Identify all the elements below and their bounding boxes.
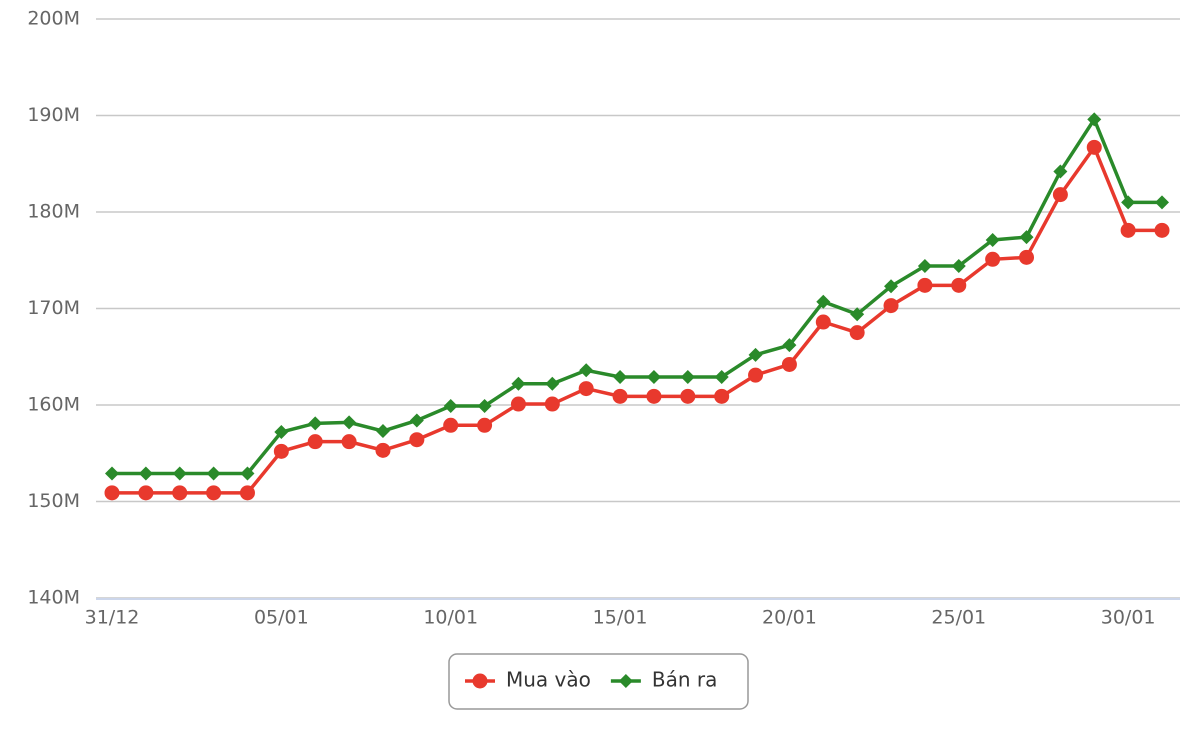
x-tick-label: 25/01 xyxy=(931,607,986,629)
point xyxy=(544,396,560,412)
point xyxy=(510,396,526,412)
point xyxy=(815,314,831,330)
point xyxy=(375,424,390,439)
point xyxy=(443,417,459,433)
point xyxy=(477,417,493,433)
point xyxy=(105,466,119,481)
point xyxy=(477,398,492,413)
point xyxy=(1053,164,1068,179)
point xyxy=(985,251,1001,267)
point xyxy=(849,325,865,341)
point xyxy=(375,442,391,458)
point xyxy=(172,466,187,481)
point xyxy=(545,376,560,391)
legend-label: Bán ra xyxy=(652,668,718,692)
x-tick-label: 20/01 xyxy=(762,607,817,629)
point xyxy=(714,370,729,385)
x-tick-label: 30/01 xyxy=(1101,607,1156,629)
point xyxy=(883,298,899,314)
point xyxy=(578,381,594,397)
series-line xyxy=(112,115,1162,476)
point xyxy=(748,347,763,362)
point xyxy=(917,259,932,274)
point xyxy=(579,363,594,378)
point xyxy=(409,432,425,448)
point xyxy=(612,388,628,404)
point xyxy=(782,338,797,353)
point xyxy=(646,370,661,385)
y-tick-label: 140M xyxy=(27,587,80,609)
point xyxy=(308,416,323,431)
point xyxy=(680,370,695,385)
x-tick-label: 15/01 xyxy=(593,607,648,629)
point xyxy=(341,434,357,450)
point xyxy=(748,367,764,383)
x-tick-label: 05/01 xyxy=(254,607,309,629)
x-tick-label: 31/12 xyxy=(85,607,140,629)
point xyxy=(342,415,357,430)
legend-box xyxy=(448,653,749,710)
point xyxy=(206,466,221,481)
y-tick-label: 150M xyxy=(27,490,80,512)
point xyxy=(985,232,1000,247)
point xyxy=(1155,195,1169,210)
y-tick-label: 170M xyxy=(27,297,80,319)
point xyxy=(884,279,899,294)
point xyxy=(239,485,255,501)
legend-label: Mua vào xyxy=(506,668,591,692)
point xyxy=(680,388,696,404)
series-line xyxy=(112,143,1162,495)
x-tick-label: 10/01 xyxy=(423,607,478,629)
point xyxy=(646,388,662,404)
y-tick-label: 180M xyxy=(27,201,80,223)
y-tick-label: 190M xyxy=(27,104,80,126)
point xyxy=(714,388,730,404)
y-tick-label: 200M xyxy=(27,8,80,30)
point xyxy=(816,294,831,309)
point xyxy=(206,485,222,501)
point xyxy=(1120,222,1136,238)
point xyxy=(917,277,933,293)
point xyxy=(409,413,424,428)
point xyxy=(1019,230,1034,245)
point xyxy=(951,277,967,293)
y-tick-label: 160M xyxy=(27,394,80,416)
point xyxy=(850,307,865,322)
point xyxy=(511,376,526,391)
point xyxy=(273,443,289,459)
point xyxy=(274,425,289,440)
point xyxy=(613,370,628,385)
point xyxy=(307,434,323,450)
point xyxy=(951,259,966,274)
point xyxy=(1019,249,1035,265)
point xyxy=(1086,139,1102,155)
point xyxy=(172,485,188,501)
point xyxy=(1154,222,1170,238)
point xyxy=(138,466,153,481)
point xyxy=(443,398,458,413)
legend: Mua vào Bán ra xyxy=(448,653,749,710)
point xyxy=(1121,195,1136,210)
point xyxy=(240,466,255,481)
point xyxy=(104,485,120,501)
point xyxy=(1087,112,1102,127)
point xyxy=(138,485,154,501)
point xyxy=(1052,187,1068,203)
point xyxy=(781,356,797,372)
legend-marker xyxy=(618,674,633,688)
legend-marker xyxy=(472,673,488,689)
